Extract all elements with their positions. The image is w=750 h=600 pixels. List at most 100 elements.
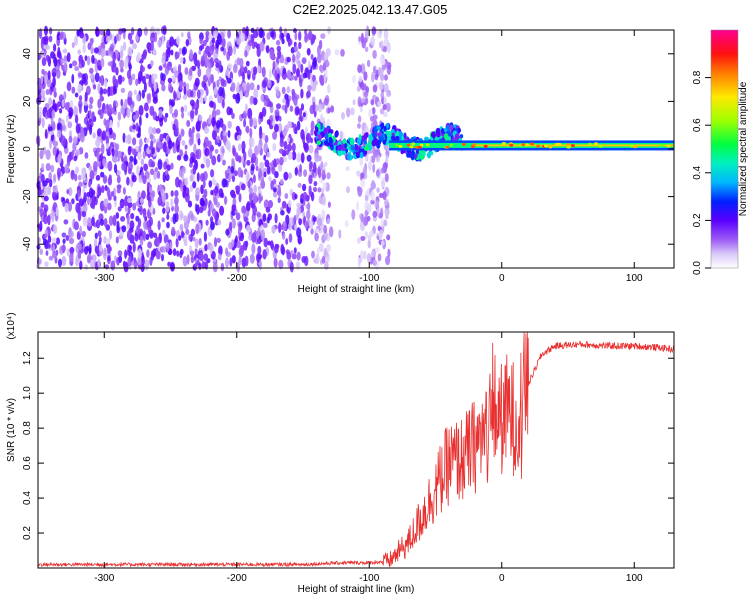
spectrogram-cell	[190, 228, 196, 237]
spectrogram-cell	[73, 155, 78, 162]
spectrogram-cell	[248, 187, 253, 194]
spectrogram-cell	[107, 202, 112, 211]
spectrogram-cell	[117, 206, 122, 212]
spectrogram-cell	[224, 196, 227, 205]
spectrogram-cell	[47, 235, 52, 243]
spectrogram-cell	[107, 195, 112, 201]
spectrogram-cell	[148, 186, 152, 193]
spectrogram-cell	[220, 152, 224, 162]
spectrogram-cell	[168, 82, 172, 93]
spectrogram-cell	[347, 152, 351, 161]
spectrogram-cell	[358, 75, 363, 83]
spectrogram-cell	[368, 108, 373, 118]
spectrogram-cell	[380, 218, 384, 228]
spectrogram-cell	[660, 143, 665, 147]
spectrogram-cell	[386, 122, 389, 129]
spectrogram-cell	[160, 72, 164, 81]
spectrogram-cell	[483, 144, 488, 148]
spectrogram-cell	[131, 174, 137, 183]
spectrogram-cell	[163, 161, 168, 170]
spectrogram-cell	[249, 137, 255, 148]
spectrogram-cell	[300, 198, 304, 204]
spectrogram-cell	[80, 172, 86, 181]
spectrogram-cell	[359, 151, 364, 159]
spectrogram-cell	[49, 27, 53, 35]
spectrogram-cell	[307, 69, 311, 80]
spectrogram-cell	[131, 148, 137, 155]
spectrogram-cell	[108, 174, 112, 180]
spectrogram-cell	[66, 189, 70, 195]
spectrogram-cell	[386, 130, 392, 139]
spectrogram-cell	[371, 182, 377, 190]
spectrogram-cell	[360, 179, 366, 188]
spectrogram-cell	[199, 206, 204, 214]
spectrogram-cell	[155, 127, 161, 134]
spectrogram-cell	[91, 216, 95, 227]
spectrogram-cell	[327, 201, 331, 208]
spectrogram-cell	[106, 238, 111, 246]
spectrogram-cell	[120, 98, 124, 107]
spectrogram-cell	[176, 154, 182, 161]
spectrogram-cell	[311, 168, 315, 178]
spectrogram-cell	[109, 119, 113, 129]
spectrogram-cell	[120, 67, 124, 73]
spectrogram-cell	[227, 45, 233, 57]
spectrogram-cell	[425, 143, 430, 147]
spectrogram-cell	[141, 89, 145, 99]
spectrogram-cell	[113, 255, 117, 263]
spectrogram-cell	[360, 172, 365, 179]
spectrogram-cell	[449, 143, 454, 147]
spectrogram-cell	[312, 186, 318, 193]
spectrogram-cell	[372, 210, 378, 218]
spectrogram-cell	[203, 231, 207, 242]
spectrogram-cell	[102, 157, 106, 167]
spectrogram-cell	[142, 150, 146, 160]
spectrogram-cell	[209, 149, 213, 160]
spectrogram-cell	[344, 220, 349, 228]
spectrogram-cell	[258, 130, 263, 139]
spectrogram-cell	[81, 73, 86, 84]
spectrogram-cell	[633, 145, 638, 149]
spectrogram-cell	[79, 260, 83, 270]
spectrogram-cell	[271, 166, 276, 175]
spectrogram-cell	[143, 230, 146, 242]
spectrogram-cell	[372, 66, 376, 74]
spectrogram-cell	[365, 195, 368, 202]
spectrogram-cell	[313, 56, 318, 68]
spectrogram-cell	[594, 142, 599, 146]
spectrogram-cell	[119, 50, 124, 59]
spectrogram-cell	[203, 141, 207, 148]
spectrogram-cell	[183, 239, 188, 247]
spectrogram-cell	[97, 109, 102, 116]
spectrogram-cell	[200, 43, 205, 50]
spectrogram-cell	[369, 116, 375, 122]
spectrogram-cell	[161, 84, 166, 92]
spectrogram-cell	[119, 201, 124, 208]
spectrogram-cell	[64, 202, 69, 213]
spectrogram-cell	[231, 158, 235, 164]
spectrogram-cell	[190, 213, 195, 221]
spectrogram-cell	[629, 144, 634, 148]
spectrogram-cell	[241, 140, 246, 152]
spectrogram-cell	[257, 226, 261, 237]
spectrogram-cell	[112, 132, 117, 141]
spectrogram-cell	[157, 39, 162, 48]
spectrogram-cell	[385, 255, 391, 266]
spectrogram-cell	[323, 97, 329, 106]
spectrogram-cell	[89, 170, 95, 180]
spectrogram-cell	[214, 57, 219, 64]
colorbar-label: Normalized spectral amplitude	[738, 81, 749, 216]
x-tick-label: 0	[499, 573, 505, 584]
spectrogram-cell	[308, 185, 312, 195]
spectrogram-cell	[268, 176, 272, 182]
colorbar-gradient	[711, 30, 738, 268]
spectrogram-cell	[52, 72, 57, 78]
spectrogram-cell	[221, 37, 226, 48]
spectrogram-cell	[157, 27, 160, 36]
spectrogram-cell	[282, 128, 287, 137]
spectrogram-cell	[200, 173, 205, 182]
spectrogram-cell	[263, 171, 267, 178]
spectrogram-cell	[387, 248, 391, 258]
x-tick-label: -200	[227, 573, 247, 584]
spectrogram-cell	[378, 81, 384, 91]
